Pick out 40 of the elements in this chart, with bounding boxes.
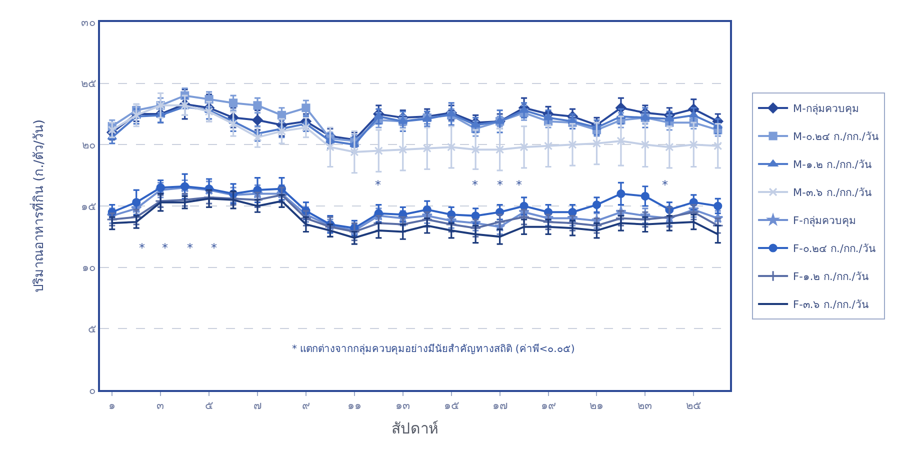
y-axis-title: ปริมาณอาหารที่กิน (ก./ตัว/วัน): [30, 119, 48, 293]
y-tick-label: ๓๐: [80, 16, 96, 29]
y-tick-label: ๒๐: [82, 138, 96, 152]
x-tick-label: ๒๕: [686, 399, 702, 412]
legend-label: M-๑.๒ ก./กก./วัน: [793, 159, 872, 172]
y-tick-label: ๕: [88, 322, 96, 336]
annotation: *: [516, 178, 522, 192]
annotation: *: [211, 241, 217, 255]
x-tick-label: ๑๕: [444, 399, 459, 412]
y-tick-label: ๐: [88, 384, 96, 397]
x-tick-label: ๙: [302, 399, 310, 412]
x-tick-label: ๒๓: [638, 399, 653, 412]
legend-label: M-กลุ่มควบคุม: [793, 103, 859, 116]
annotation: *: [375, 178, 381, 192]
x-tick-label: ๒๑: [590, 399, 604, 412]
x-tick-label: ๕: [205, 399, 214, 412]
legend-label: F-๓.๖ ก./กก./วัน: [793, 299, 868, 312]
x-tick-label: ๑๗: [492, 399, 508, 412]
x-tick-label: ๗: [254, 399, 262, 412]
y-tick-label: ๒๕: [80, 77, 96, 90]
legend-label: M-๓.๖ ก./กก./วัน: [793, 187, 872, 200]
legend-label: F-๐.๒๔ ก./กก./วัน: [793, 243, 876, 256]
x-tick-label: ๓: [156, 399, 165, 412]
x-tick-label: ๑๓: [395, 399, 410, 412]
annotation: *: [139, 241, 145, 255]
x-tick-label: ๑๙: [540, 399, 556, 412]
annotation: *: [662, 178, 668, 192]
legend-label: M-๐.๒๔ ก./กก./วัน: [793, 131, 878, 144]
x-axis-title: สัปดาห์: [392, 420, 438, 438]
legend-label: F-๑.๒ ก./กก./วัน: [793, 271, 868, 284]
annotation: *: [162, 241, 168, 255]
annotation: *: [497, 178, 503, 192]
annotation: *: [472, 178, 478, 192]
annotation: *: [187, 241, 193, 255]
x-tick-label: ๑๑: [347, 399, 362, 412]
annotation: * แตกต่างจากกลุ่มควบคุมอย่างมีนัยสำคัญทางสถิติ (ค่าพี<๐.๐๕): [292, 343, 575, 355]
x-tick-label: ๑: [108, 399, 116, 412]
y-tick-label: ๑๐: [82, 261, 96, 274]
legend-label: F-กลุ่มควบคุม: [793, 215, 856, 228]
y-tick-label: ๑๕: [80, 200, 96, 213]
